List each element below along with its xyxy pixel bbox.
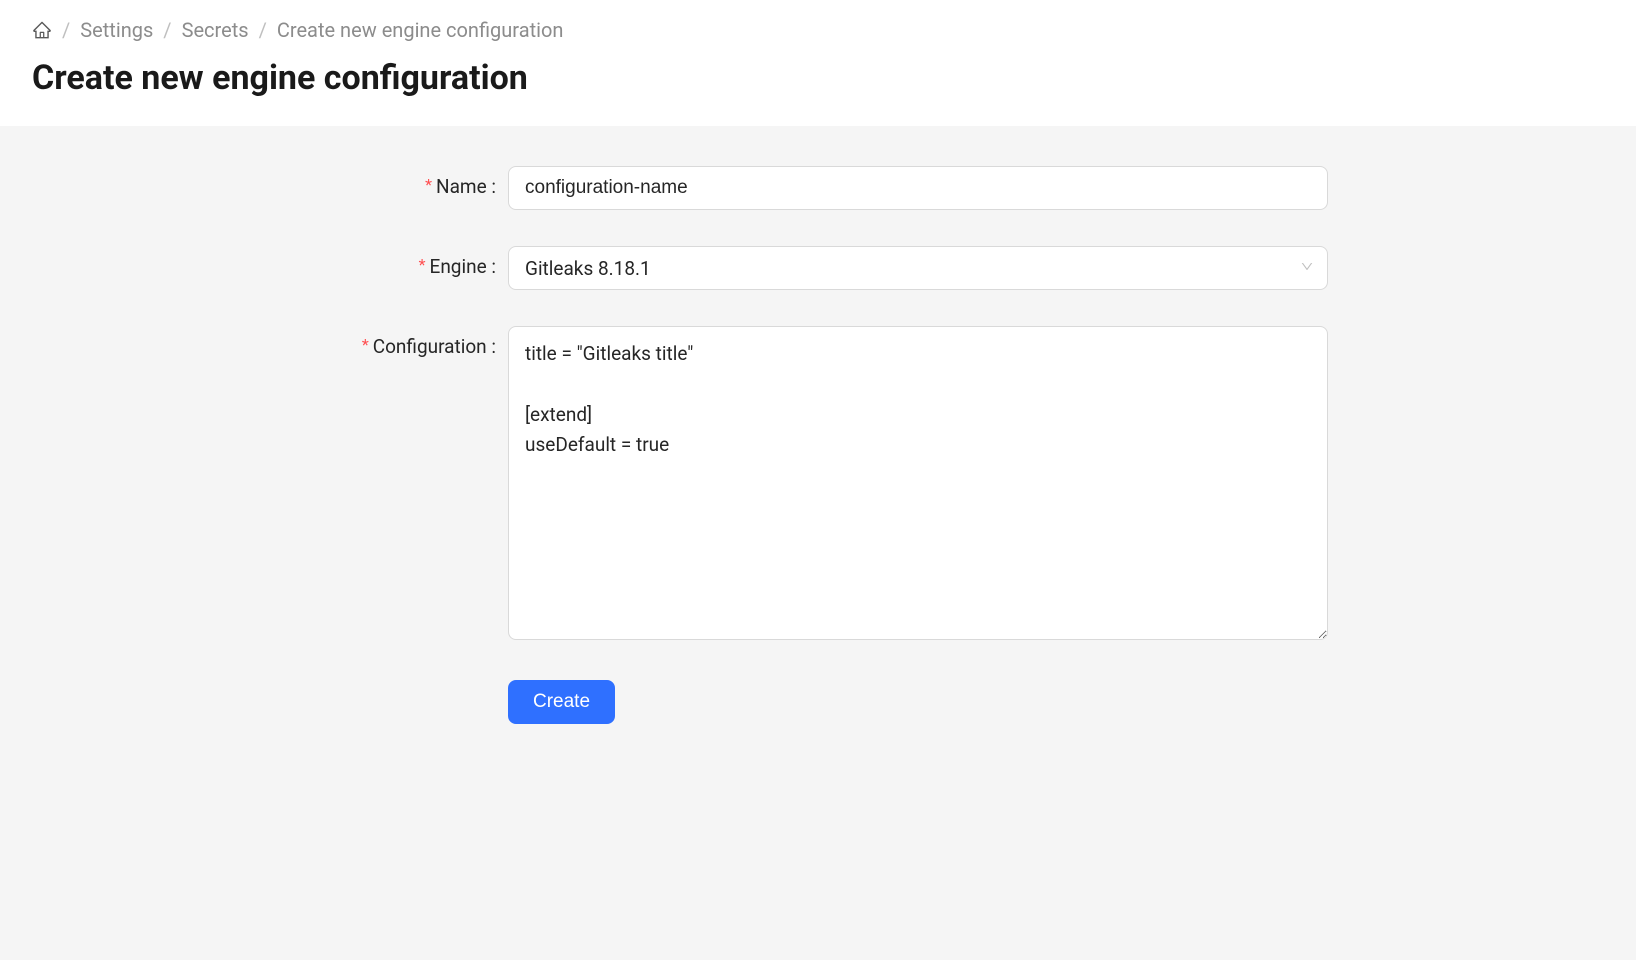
breadcrumb-current: Create new engine configuration bbox=[277, 18, 564, 42]
form-row-name: *Name : bbox=[308, 166, 1328, 210]
form-row-engine: *Engine : Gitleaks 8.18.1 bbox=[308, 246, 1328, 290]
page-title: Create new engine configuration bbox=[32, 58, 1604, 98]
page-header: / Settings / Secrets / Create new engine… bbox=[0, 0, 1636, 126]
breadcrumb-secrets[interactable]: Secrets bbox=[182, 18, 249, 42]
engine-label: *Engine : bbox=[308, 246, 508, 278]
engine-selected-value: Gitleaks 8.18.1 bbox=[525, 257, 651, 280]
required-marker: * bbox=[419, 255, 426, 274]
required-marker: * bbox=[425, 175, 432, 194]
name-input[interactable] bbox=[508, 166, 1328, 210]
configuration-label: *Configuration : bbox=[308, 326, 508, 358]
form-container: *Name : *Engine : Gitleaks 8.18.1 bbox=[268, 166, 1368, 724]
breadcrumb-settings[interactable]: Settings bbox=[80, 18, 153, 42]
content-section: *Name : *Engine : Gitleaks 8.18.1 bbox=[0, 126, 1636, 960]
breadcrumb-separator: / bbox=[163, 18, 171, 42]
name-label: *Name : bbox=[308, 166, 508, 198]
breadcrumb-separator: / bbox=[62, 18, 70, 42]
engine-select-wrapper: Gitleaks 8.18.1 bbox=[508, 246, 1328, 290]
breadcrumb: / Settings / Secrets / Create new engine… bbox=[32, 18, 1604, 42]
engine-select[interactable]: Gitleaks 8.18.1 bbox=[508, 246, 1328, 290]
required-marker: * bbox=[362, 335, 369, 354]
breadcrumb-separator: / bbox=[259, 18, 267, 42]
configuration-textarea[interactable] bbox=[508, 326, 1328, 640]
home-icon[interactable] bbox=[32, 20, 52, 40]
form-row-submit: Create bbox=[308, 680, 1328, 724]
form-row-configuration: *Configuration : bbox=[308, 326, 1328, 644]
create-button[interactable]: Create bbox=[508, 680, 615, 724]
